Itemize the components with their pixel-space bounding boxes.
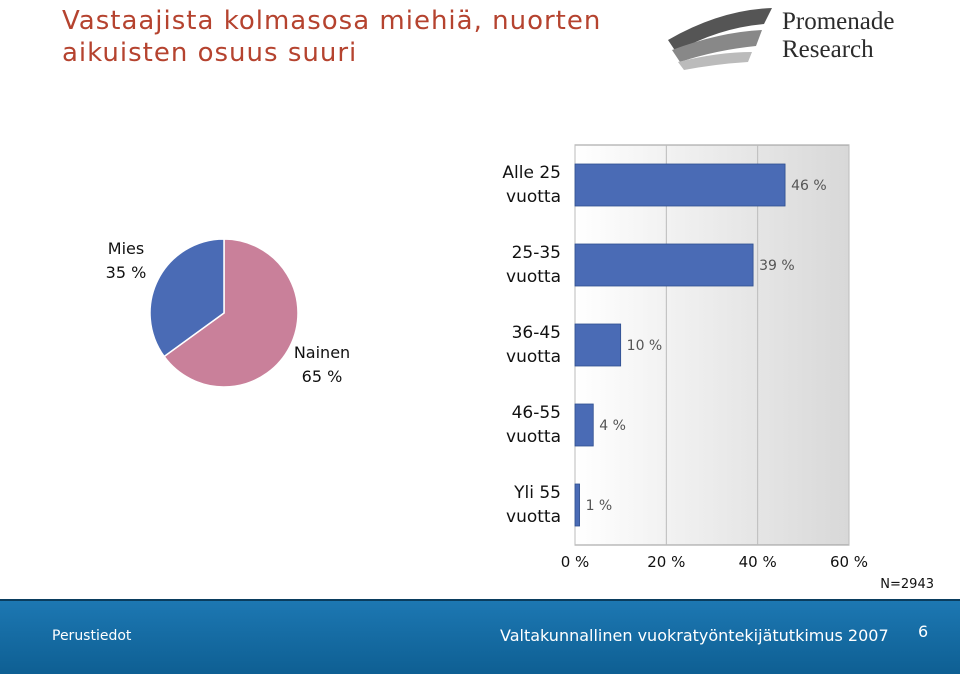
footer-center: Valtakunnallinen vuokratyöntekijätutkimu… xyxy=(500,626,889,645)
y-tick-label: Yli 55 vuotta xyxy=(506,483,561,527)
logo-text: Promenade xyxy=(782,8,895,35)
y-tick-label: 36-45 vuotta xyxy=(506,323,561,367)
value-label: 1 % xyxy=(586,498,613,514)
y-tick-label: 25-35 vuotta xyxy=(506,243,561,287)
pie-label: Nainen xyxy=(293,342,351,362)
footer-band xyxy=(0,600,960,674)
value-label: 4 % xyxy=(599,418,626,434)
pie-label: Mies xyxy=(107,239,145,259)
y-tick-label: Alle 25 vuotta xyxy=(502,163,561,207)
y-tick-label: 46-55 vuotta xyxy=(506,403,561,447)
pie-value-label: 35 % xyxy=(105,263,147,283)
page-number: 6 xyxy=(918,622,929,641)
logo-text: Research xyxy=(782,36,874,63)
bar xyxy=(574,163,786,207)
pie-value-label: 65 % xyxy=(301,366,343,386)
slide-title: aikuisten osuus suuri xyxy=(62,38,358,68)
note: N=2943 xyxy=(880,577,934,592)
footer-left: Perustiedot xyxy=(52,628,132,644)
bar xyxy=(574,323,622,367)
logo-mark xyxy=(668,8,772,70)
x-tick-label: 20 % xyxy=(647,553,685,571)
pie-slice xyxy=(163,238,299,388)
value-label: 10 % xyxy=(627,338,663,354)
bar xyxy=(574,483,580,527)
pie-slice xyxy=(149,238,225,358)
x-tick-label: 60 % xyxy=(830,553,868,571)
value-label: 46 % xyxy=(791,178,827,194)
x-tick-label: 40 % xyxy=(739,553,777,571)
bar xyxy=(574,243,754,287)
x-tick-label: 0 % xyxy=(561,553,590,571)
slide-title: Vastaajista kolmasosa miehiä, nuorten xyxy=(62,6,602,36)
value-label: 39 % xyxy=(759,258,795,274)
bar xyxy=(574,403,594,447)
